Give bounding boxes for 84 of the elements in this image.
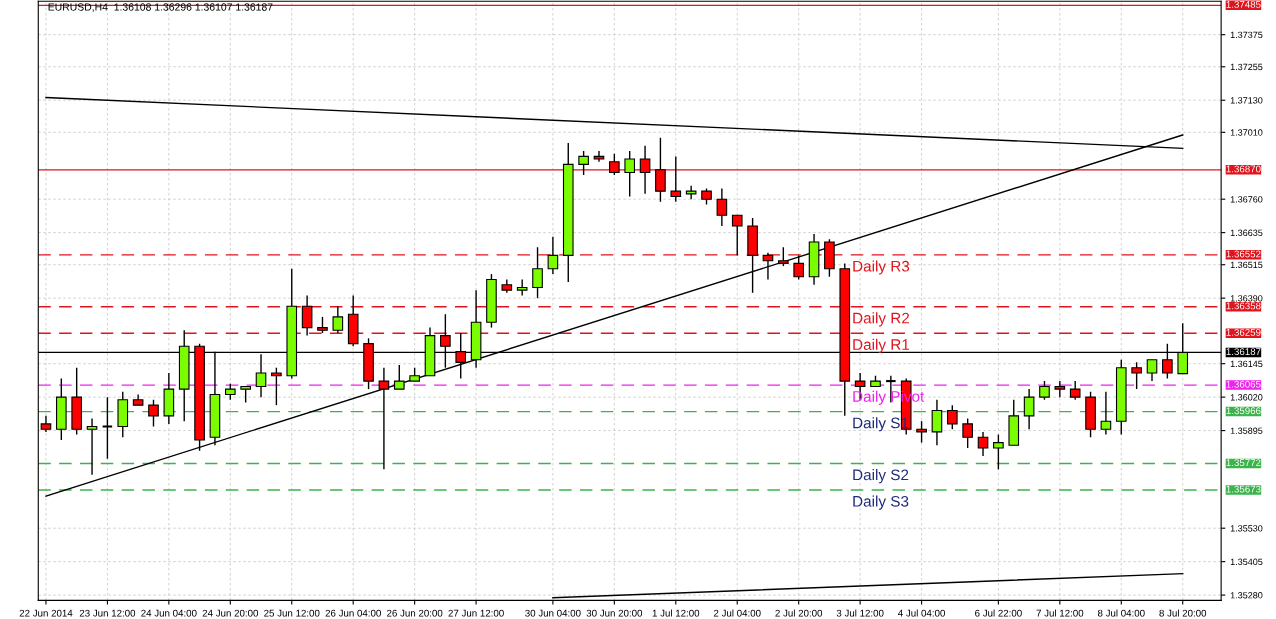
x-tick-label: 27 Jun 12:00 xyxy=(448,609,504,617)
x-tick-label: 24 Jun 20:00 xyxy=(202,609,259,617)
candlestick xyxy=(271,367,282,406)
candlestick xyxy=(931,399,943,446)
annotation: Daily R2 xyxy=(853,312,910,327)
y-tick-label: 1.37375 xyxy=(1230,31,1263,39)
x-tick-label: 30 Jun 20:00 xyxy=(586,609,643,617)
candlestick xyxy=(301,294,313,337)
candlestick xyxy=(578,150,589,176)
candlestick xyxy=(393,364,405,390)
candlestick xyxy=(962,417,973,449)
candlestick xyxy=(793,254,805,281)
candlestick xyxy=(148,399,159,428)
ref-line-label: 1.37485 xyxy=(1226,0,1261,8)
y-tick-label: 1.37255 xyxy=(1230,63,1263,71)
candlestick xyxy=(101,396,114,460)
candlestick xyxy=(916,420,927,444)
candlestick xyxy=(1100,391,1112,436)
candlestick xyxy=(639,144,651,195)
x-tick-label: 22 Jun 2014 xyxy=(19,609,73,617)
y-tick-label: 1.36145 xyxy=(1230,360,1263,368)
candlestick xyxy=(547,235,559,275)
x-tick-label: 8 Jul 20:00 xyxy=(1159,609,1207,617)
candlestick xyxy=(993,433,1004,471)
candlestick xyxy=(593,150,605,163)
ref-line-label: 1.35966 xyxy=(1226,407,1261,415)
x-tick-label: 2 Jul 20:00 xyxy=(775,609,823,617)
candlestick xyxy=(332,305,344,334)
ref-line-label: 1.36870 xyxy=(1226,165,1261,173)
candlestick xyxy=(1069,380,1081,401)
candlestick xyxy=(778,246,789,267)
candlestick xyxy=(609,153,620,176)
annotation: Daily S3 xyxy=(853,495,909,510)
x-tick-label: 24 Jun 04:00 xyxy=(141,609,197,617)
x-tick-label: 8 Jul 04:00 xyxy=(1097,609,1145,617)
x-tick-label: 7 Jul 12:00 xyxy=(1036,609,1084,617)
annotation: Daily R3 xyxy=(853,260,910,275)
candlestick xyxy=(731,214,743,257)
x-tick-label: 4 Jul 04:00 xyxy=(898,609,945,617)
candlestick xyxy=(86,417,98,476)
candlestick xyxy=(532,246,543,299)
ref-line-label: 1.35772 xyxy=(1226,459,1261,467)
ref-line-label: 1.36187 xyxy=(1226,348,1261,356)
y-tick-label: 1.35530 xyxy=(1230,525,1263,532)
ref-line-label: 1.36552 xyxy=(1226,250,1261,258)
candlestick xyxy=(1023,388,1035,430)
x-tick-label: 30 Jun 04:00 xyxy=(525,609,581,617)
ref-line-label: 1.36358 xyxy=(1226,302,1261,310)
x-tick-label: 26 Jun 20:00 xyxy=(387,609,443,617)
candlestick xyxy=(716,187,728,227)
candlestick xyxy=(1039,380,1050,401)
candlestick xyxy=(762,251,774,281)
x-tick-label: 3 Jul 12:00 xyxy=(836,609,884,617)
candlestick xyxy=(516,278,528,297)
y-tick-label: 1.36760 xyxy=(1230,196,1263,203)
x-tick-label: 25 Jun 12:00 xyxy=(264,609,320,617)
candlestick xyxy=(1131,361,1142,390)
x-tick-label: 2 Jul 04:00 xyxy=(713,609,761,617)
candlestick xyxy=(378,367,390,471)
annotation: Daily R1 xyxy=(853,338,910,353)
annotation: Daily S2 xyxy=(853,469,909,484)
x-tick-label: 6 Jul 22:00 xyxy=(975,609,1022,617)
candlestick xyxy=(624,150,636,198)
y-tick-label: 1.36020 xyxy=(1230,394,1263,401)
y-tick-label: 1.36515 xyxy=(1230,261,1263,269)
candlestick xyxy=(670,155,682,203)
x-tick-label: 26 Jun 04:00 xyxy=(325,609,381,617)
y-tick-label: 1.35895 xyxy=(1230,427,1263,434)
candlestick xyxy=(977,431,989,457)
ref-line-label: 1.36065 xyxy=(1226,380,1261,388)
ref-line-label: 1.35673 xyxy=(1226,485,1261,493)
y-tick-label: 1.36390 xyxy=(1230,295,1263,302)
y-tick-label: 1.37130 xyxy=(1230,97,1263,104)
candlestick xyxy=(1054,380,1066,398)
candlestick xyxy=(655,136,666,203)
y-tick-label: 1.35405 xyxy=(1230,558,1263,565)
x-tick-label: 23 Jun 12:00 xyxy=(79,609,136,617)
ref-line-label: 1.36259 xyxy=(1226,328,1261,336)
candlestick xyxy=(1146,358,1158,382)
x-tick-label: 1 Jul 12:00 xyxy=(652,609,700,617)
y-tick-label: 1.37010 xyxy=(1230,129,1263,136)
y-tick-label: 1.35280 xyxy=(1230,592,1263,599)
candlestick xyxy=(946,404,958,430)
y-tick-label: 1.36635 xyxy=(1230,229,1263,236)
